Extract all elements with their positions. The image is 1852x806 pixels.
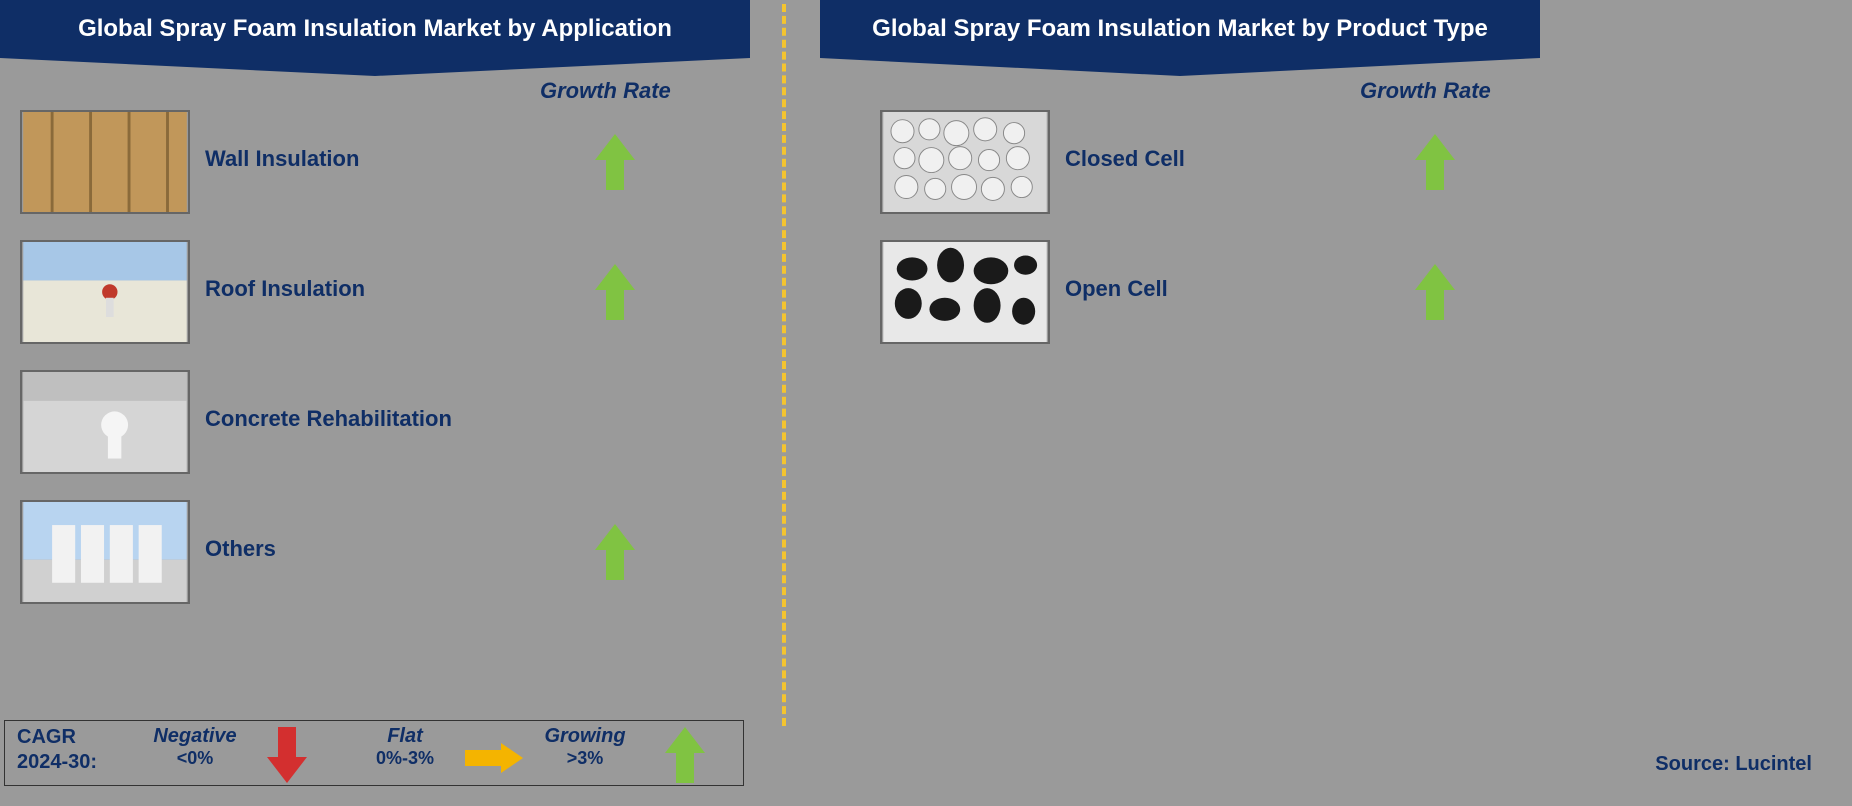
legend-flat-range: 0%-3% <box>345 748 465 769</box>
label-open: Open Cell <box>1065 276 1168 302</box>
vertical-divider <box>782 4 786 726</box>
legend-cagr-line2: 2024-30: <box>17 750 97 775</box>
thumb-others <box>20 500 190 604</box>
arrow-up-icon <box>595 524 635 580</box>
legend-growing-range: >3% <box>525 748 645 769</box>
arrow-up-icon <box>1415 264 1455 320</box>
label-closed: Closed Cell <box>1065 146 1185 172</box>
label-others: Others <box>205 536 276 562</box>
row-closed: Closed Cell <box>840 110 1560 220</box>
arrow-up-icon <box>595 264 635 320</box>
arrow-right-icon <box>465 743 525 773</box>
thumb-open <box>880 240 1050 344</box>
legend-flat: Flat 0%-3% <box>345 725 465 769</box>
legend-growing-name: Growing <box>525 725 645 748</box>
legend-negative-range: <0% <box>135 748 255 769</box>
arrow-up-icon <box>1415 134 1455 190</box>
arrow-up-icon <box>595 134 635 190</box>
growth-wall <box>595 134 635 190</box>
thumb-wall <box>20 110 190 214</box>
legend-flat-icon <box>465 739 525 769</box>
legend-negative: Negative <0% <box>135 725 255 769</box>
left-growth-header: Growth Rate <box>540 78 671 104</box>
source-text: Source: Lucintel <box>1655 753 1812 776</box>
legend-growing-icon <box>665 727 705 783</box>
growth-closed <box>1415 134 1455 190</box>
legend-negative-icon <box>267 727 307 783</box>
legend-negative-name: Negative <box>135 725 255 748</box>
growth-others <box>595 524 635 580</box>
right-growth-header: Growth Rate <box>1360 78 1491 104</box>
thumb-closed <box>880 110 1050 214</box>
right-panel: Global Spray Foam Insulation Market by P… <box>820 0 1540 58</box>
left-panel: Global Spray Foam Insulation Market by A… <box>0 0 750 58</box>
thumb-roof <box>20 240 190 344</box>
row-concrete: Concrete Rehabilitation <box>20 370 770 480</box>
thumb-concrete <box>20 370 190 474</box>
row-open: Open Cell <box>840 240 1560 350</box>
legend-cagr: CAGR 2024-30: <box>17 725 97 775</box>
right-banner-title: Global Spray Foam Insulation Market by P… <box>820 0 1540 58</box>
label-roof: Roof Insulation <box>205 276 365 302</box>
row-others: Others <box>20 500 770 610</box>
growth-roof <box>595 264 635 320</box>
legend: CAGR 2024-30: Negative <0% Flat 0%-3% Gr… <box>4 720 744 786</box>
row-wall: Wall Insulation <box>20 110 770 220</box>
growth-open <box>1415 264 1455 320</box>
arrow-down-icon <box>267 727 307 783</box>
label-wall: Wall Insulation <box>205 146 359 172</box>
legend-flat-name: Flat <box>345 725 465 748</box>
label-concrete: Concrete Rehabilitation <box>205 406 452 432</box>
left-banner: Global Spray Foam Insulation Market by A… <box>0 0 750 58</box>
left-banner-title: Global Spray Foam Insulation Market by A… <box>0 0 750 58</box>
legend-cagr-line1: CAGR <box>17 725 97 750</box>
legend-growing: Growing >3% <box>525 725 645 769</box>
row-roof: Roof Insulation <box>20 240 770 350</box>
arrow-up-icon <box>665 727 705 783</box>
right-banner: Global Spray Foam Insulation Market by P… <box>820 0 1540 58</box>
